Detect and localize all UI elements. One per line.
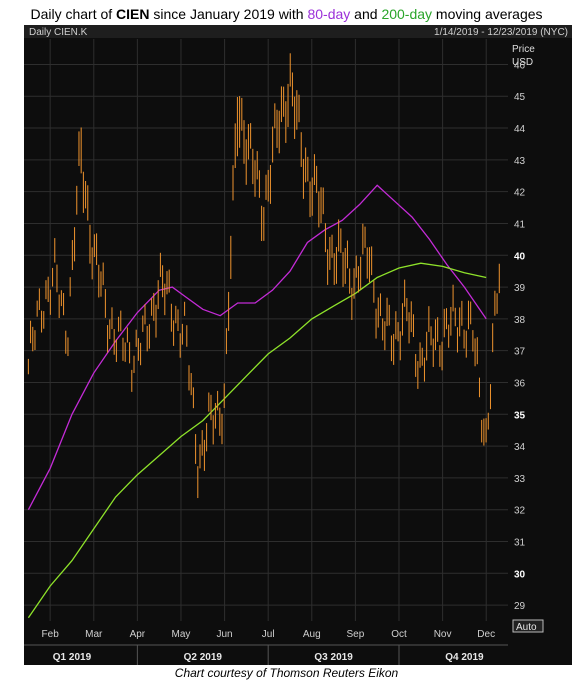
- y-axis: Price USD 29 30 31 32 33 34 35 36 37 38 39 40 41 42 43…: [512, 44, 535, 612]
- x-month-label: Oct: [391, 629, 407, 640]
- y-axis-title-price: Price: [512, 44, 535, 55]
- x-month-label: Mar: [85, 629, 103, 640]
- ma200-line: [27, 262, 487, 619]
- x-month-label: Dec: [477, 629, 495, 640]
- x-axis: Feb Mar Apr May Jun Jul Aug Sep Oct Nov Dec Q1 2019…: [24, 629, 508, 665]
- x-month-label: Nov: [434, 629, 452, 640]
- y-tick-label: 40: [514, 251, 526, 262]
- y-axis-title-usd: USD: [512, 57, 533, 68]
- auto-scale-label: Auto: [516, 622, 537, 633]
- y-tick-label: 44: [514, 124, 526, 135]
- chart-caption: Chart courtesy of Thomson Reuters Eikon: [174, 666, 399, 680]
- x-month-label: Apr: [130, 629, 146, 640]
- y-tick-label: 45: [514, 92, 526, 103]
- y-tick-label: 46: [514, 60, 526, 71]
- x-month-label: Aug: [303, 629, 321, 640]
- chart-title: Daily chart of CIEN since January 2019 w…: [30, 6, 543, 22]
- y-tick-label: 35: [514, 410, 526, 421]
- chart-panel: Daily CIEN.K 1/14/2019 - 12/23/2019 (NYC…: [24, 25, 572, 665]
- x-quarter-label: Q2 2019: [184, 652, 223, 663]
- series-layer: [27, 53, 500, 619]
- y-tick-label: 29: [514, 601, 526, 612]
- x-quarter-label: Q1 2019: [53, 652, 92, 663]
- y-tick-label: 33: [514, 474, 526, 485]
- y-tick-label: 42: [514, 188, 526, 199]
- x-month-label: May: [172, 629, 191, 640]
- x-quarter-label: Q4 2019: [445, 652, 484, 663]
- y-tick-label: 43: [514, 156, 526, 167]
- price-chart[interactable]: Daily CIEN.K 1/14/2019 - 12/23/2019 (NYC…: [24, 25, 572, 665]
- grid-lines: [24, 39, 508, 621]
- y-tick-label: 37: [514, 347, 526, 358]
- y-tick-label: 31: [514, 537, 526, 548]
- price-bars: [27, 53, 500, 499]
- x-month-label: Jun: [217, 629, 233, 640]
- y-tick-label: 30: [514, 569, 526, 580]
- auto-scale-button[interactable]: [512, 619, 544, 633]
- chart-header-left: Daily CIEN.K: [29, 27, 88, 38]
- chart-header-right: 1/14/2019 - 12/23/2019 (NYC): [434, 27, 568, 38]
- ma80-line: [27, 184, 487, 511]
- x-month-label: Feb: [42, 629, 60, 640]
- y-tick-label: 32: [514, 506, 526, 517]
- y-tick-label: 41: [514, 219, 526, 230]
- y-tick-label: 36: [514, 378, 526, 389]
- x-quarter-label: Q3 2019: [314, 652, 353, 663]
- y-tick-label: 39: [514, 283, 526, 294]
- y-tick-label: 34: [514, 442, 526, 453]
- x-month-label: Sep: [346, 629, 364, 640]
- x-month-label: Jul: [262, 629, 275, 640]
- y-tick-label: 38: [514, 315, 526, 326]
